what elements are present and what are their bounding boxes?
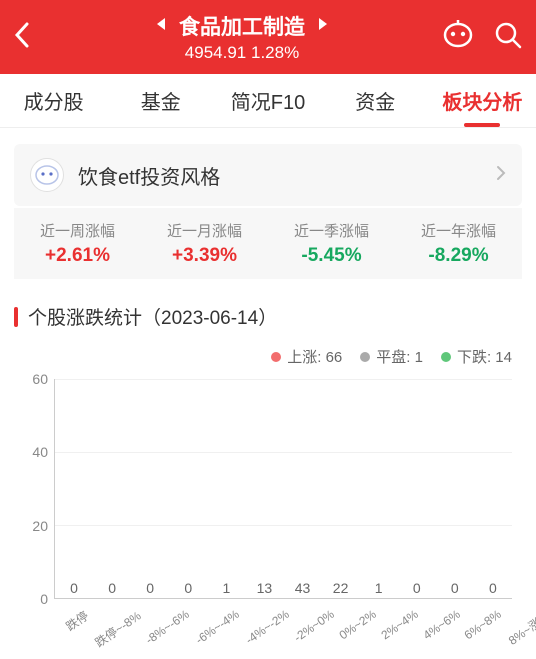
search-button[interactable] bbox=[494, 21, 522, 54]
bar-slot: 0 bbox=[131, 580, 169, 598]
search-icon bbox=[494, 21, 522, 49]
prev-sector-button[interactable] bbox=[155, 16, 167, 37]
bar-slot: 22 bbox=[322, 580, 360, 598]
stat-label: 近一月涨幅 bbox=[141, 220, 268, 241]
sector-title: 食品加工制造 bbox=[179, 11, 305, 41]
legend-item-2: 下跌: 14 bbox=[441, 346, 512, 367]
x-label: 6%~8% bbox=[450, 599, 492, 659]
bar-slot: 43 bbox=[283, 580, 321, 598]
bar-chart: 0204060 000011343221000 跌停跌停~-8%-8%~-6%-… bbox=[24, 379, 522, 659]
legend-dot-icon bbox=[271, 352, 281, 362]
back-icon bbox=[14, 21, 30, 49]
tab-1[interactable]: 基金 bbox=[107, 74, 214, 127]
stats-row: 近一周涨幅 +2.61%近一月涨幅 +3.39%近一季涨幅 -5.45%近一年涨幅 -8… bbox=[14, 208, 522, 279]
bar-value: 0 bbox=[413, 580, 421, 596]
bar-slot: 1 bbox=[207, 580, 245, 598]
index-subtitle: 4954.91 1.28% bbox=[185, 43, 299, 63]
bar-slot: 13 bbox=[245, 580, 283, 598]
assistant-button[interactable] bbox=[442, 20, 474, 55]
bar-value: 1 bbox=[375, 580, 383, 596]
stat-0: 近一周涨幅 +2.61% bbox=[14, 220, 141, 267]
stat-3: 近一年涨幅 -8.29% bbox=[395, 220, 522, 267]
bar-slot: 0 bbox=[436, 580, 474, 598]
back-button[interactable] bbox=[14, 21, 42, 54]
chart-legend: 上涨: 66 平盘: 1 下跌: 14 bbox=[14, 346, 522, 367]
tab-4[interactable]: 板块分析 bbox=[429, 74, 536, 127]
x-label: 0%~2% bbox=[325, 599, 367, 659]
y-tick: 60 bbox=[32, 371, 48, 387]
x-label: -8%~-6% bbox=[130, 599, 180, 659]
bar-value: 0 bbox=[70, 580, 78, 596]
legend-item-1: 平盘: 1 bbox=[360, 346, 423, 367]
bar-value: 0 bbox=[489, 580, 497, 596]
promo-text: 饮食etf投资风格 bbox=[78, 161, 496, 190]
index-value: 4954.91 bbox=[185, 43, 246, 62]
x-label: 8%~涨停 bbox=[492, 599, 536, 659]
bar-slot: 0 bbox=[55, 580, 93, 598]
stat-label: 近一年涨幅 bbox=[395, 220, 522, 241]
x-label: 跌停 bbox=[54, 599, 78, 659]
header-center: 食品加工制造 4954.91 1.28% bbox=[42, 11, 442, 63]
stat-value: +2.61% bbox=[14, 245, 141, 267]
stat-2: 近一季涨幅 -5.45% bbox=[268, 220, 395, 267]
bar-value: 22 bbox=[333, 580, 349, 596]
stat-value: -8.29% bbox=[395, 245, 522, 267]
promo-avatar-icon bbox=[30, 158, 64, 192]
bar-value: 0 bbox=[184, 580, 192, 596]
stat-1: 近一月涨幅 +3.39% bbox=[141, 220, 268, 267]
legend-label: 平盘: 1 bbox=[376, 346, 423, 367]
bar-slot: 1 bbox=[360, 580, 398, 598]
bar-value: 0 bbox=[108, 580, 116, 596]
next-sector-button[interactable] bbox=[317, 16, 329, 37]
bar-slot: 0 bbox=[474, 580, 512, 598]
legend-dot-icon bbox=[360, 352, 370, 362]
x-label: 4%~6% bbox=[409, 599, 451, 659]
bar-value: 0 bbox=[451, 580, 459, 596]
x-label: -2%~0% bbox=[279, 599, 325, 659]
bar-slot: 0 bbox=[93, 580, 131, 598]
section-title: 个股涨跌统计（2023-06-14） bbox=[14, 303, 522, 330]
x-label: 2%~4% bbox=[367, 599, 409, 659]
section-title-text: 个股涨跌统计（2023-06-14） bbox=[28, 303, 277, 330]
bar-value: 43 bbox=[295, 580, 311, 596]
caret-left-icon bbox=[155, 16, 167, 32]
chevron-right-icon bbox=[496, 164, 506, 187]
index-change: 1.28% bbox=[251, 43, 299, 62]
stat-value: -5.45% bbox=[268, 245, 395, 267]
bar-value: 13 bbox=[257, 580, 273, 596]
legend-dot-icon bbox=[441, 352, 451, 362]
legend-label: 下跌: 14 bbox=[457, 346, 512, 367]
y-tick: 20 bbox=[32, 518, 48, 534]
bar-slot: 0 bbox=[169, 580, 207, 598]
y-tick: 40 bbox=[32, 444, 48, 460]
tab-2[interactable]: 简况F10 bbox=[214, 74, 321, 127]
tab-bar: 成分股基金简况F10资金板块分析 bbox=[0, 74, 536, 128]
app-header: 食品加工制造 4954.91 1.28% bbox=[0, 0, 536, 74]
stat-label: 近一季涨幅 bbox=[268, 220, 395, 241]
stat-label: 近一周涨幅 bbox=[14, 220, 141, 241]
bar-value: 0 bbox=[146, 580, 154, 596]
legend-label: 上涨: 66 bbox=[287, 346, 342, 367]
robot-icon bbox=[442, 20, 474, 50]
y-tick: 0 bbox=[40, 591, 48, 607]
bar-value: 1 bbox=[222, 580, 230, 596]
caret-right-icon bbox=[317, 16, 329, 32]
tab-3[interactable]: 资金 bbox=[322, 74, 429, 127]
legend-item-0: 上涨: 66 bbox=[271, 346, 342, 367]
x-label: 跌停~-8% bbox=[78, 599, 130, 659]
promo-card[interactable]: 饮食etf投资风格 bbox=[14, 144, 522, 206]
tab-0[interactable]: 成分股 bbox=[0, 74, 107, 127]
stat-value: +3.39% bbox=[141, 245, 268, 267]
x-label: -4%~-2% bbox=[230, 599, 280, 659]
bar-slot: 0 bbox=[398, 580, 436, 598]
x-label: -6%~-4% bbox=[180, 599, 230, 659]
